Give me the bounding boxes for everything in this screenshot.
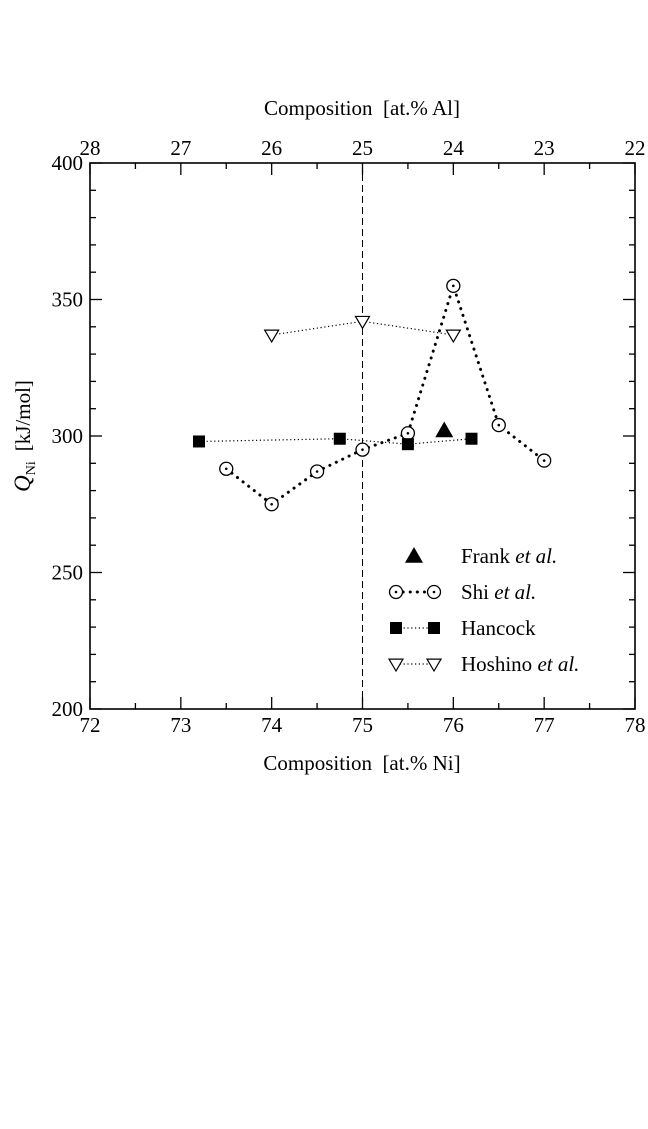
series-hancock xyxy=(193,432,478,451)
legend-item-shi: Shi et al. xyxy=(388,580,536,604)
data-point xyxy=(401,438,414,451)
data-point xyxy=(354,315,371,330)
data-point xyxy=(537,453,552,468)
y-axis-unit: [kJ/mol] xyxy=(11,380,35,451)
data-point xyxy=(400,426,416,441)
x2-tick-label: 27 xyxy=(170,136,191,160)
series-layer xyxy=(193,278,552,512)
series-hoshino xyxy=(263,315,462,344)
svg-text:QNi[kJ/mol]: QNi [kJ/mol] xyxy=(10,380,39,492)
legend-label: Shi et al. xyxy=(461,580,536,604)
x2-tick-label: 25 xyxy=(352,136,373,160)
data-point xyxy=(264,497,279,512)
data-point xyxy=(193,435,205,448)
axis-tick-labels: 72 73 74 75 76 77 78 28 27 26 25 24 23 22 200 250 300 350… xyxy=(52,136,646,737)
data-point xyxy=(333,432,346,445)
y-axis-title: QNi [kJ/mol] xyxy=(10,380,39,492)
data-point xyxy=(445,329,462,344)
data-point xyxy=(355,442,370,457)
x-tick-label: 75 xyxy=(352,713,373,737)
x-tick-label: 78 xyxy=(625,713,646,737)
legend-marker xyxy=(425,658,443,673)
legend-marker xyxy=(390,622,402,634)
x2-tick-label: 22 xyxy=(625,136,646,160)
x2-tick-label: 26 xyxy=(261,136,282,160)
x-axis-title: Composition [at.% Ni] xyxy=(263,751,460,775)
x-tick-label: 72 xyxy=(80,713,101,737)
series-line xyxy=(224,280,546,507)
x2-tick-label: 23 xyxy=(534,136,555,160)
legend-marker xyxy=(428,622,440,634)
legend-marker xyxy=(405,547,423,563)
legend-marker xyxy=(387,658,405,673)
y-tick-label: 250 xyxy=(52,561,84,585)
legend-label: Hancock xyxy=(461,616,536,640)
data-point xyxy=(435,421,454,438)
y-tick-label: 200 xyxy=(52,697,84,721)
x2-tick-label: 24 xyxy=(443,136,465,160)
y-tick-label: 400 xyxy=(52,151,84,175)
legend-label: Hoshino et al. xyxy=(461,652,579,676)
legend-item-frank: Frank et al. xyxy=(405,544,557,568)
y-axis-symbol: Q xyxy=(10,475,35,492)
data-point xyxy=(219,461,234,476)
x-tick-label: 77 xyxy=(534,713,555,737)
y-tick-label: 350 xyxy=(52,288,84,312)
data-point xyxy=(263,329,280,344)
data-point xyxy=(465,432,478,445)
x2-axis-title: Composition [at.% Al] xyxy=(264,96,460,120)
legend-marker xyxy=(388,584,404,600)
data-point xyxy=(446,278,461,294)
y-axis-subscript: Ni xyxy=(24,461,39,475)
legend-item-hoshino: Hoshino et al. xyxy=(387,652,579,676)
legend: Frank et al. Shi et al. Hancock Hoshino et … xyxy=(387,544,579,676)
x-tick-label: 76 xyxy=(443,713,464,737)
y-tick-label: 300 xyxy=(52,424,84,448)
series-line xyxy=(198,438,472,445)
x-tick-label: 73 xyxy=(170,713,191,737)
series-frank xyxy=(435,421,454,438)
legend-label: Frank et al. xyxy=(461,544,557,568)
series-shi xyxy=(219,278,552,512)
legend-marker xyxy=(426,584,442,600)
data-point xyxy=(309,464,325,479)
data-point xyxy=(491,417,506,433)
x-tick-label: 74 xyxy=(261,713,283,737)
legend-item-hancock: Hancock xyxy=(390,616,536,640)
x2-tick-label: 28 xyxy=(80,136,101,160)
